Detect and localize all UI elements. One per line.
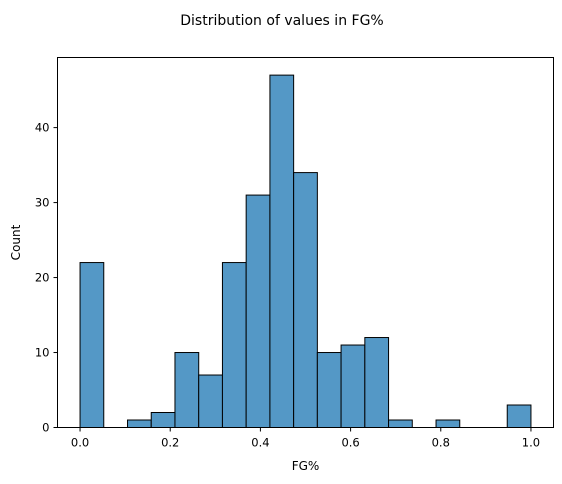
histogram-bar-2 xyxy=(127,419,152,428)
histogram-bar-13 xyxy=(388,419,413,428)
x-tick-label-1: 0.2 xyxy=(161,436,179,450)
x-tick-label-5: 1.0 xyxy=(522,436,540,450)
histogram-bar-15 xyxy=(435,419,461,428)
x-axis-ticks: 0.0 0.2 0.4 0.6 0.8 1.0 xyxy=(71,427,540,450)
histogram-bar-7 xyxy=(245,194,271,428)
x-tick-label-0: 0.0 xyxy=(71,436,89,450)
histogram-bar-5 xyxy=(198,374,223,428)
y-tick-label-4: 40 xyxy=(35,121,50,135)
histogram-bar-4 xyxy=(174,352,200,428)
y-tick-label-0: 0 xyxy=(42,421,49,435)
y-tick-label-2: 20 xyxy=(35,271,50,285)
histogram-bar-6 xyxy=(221,262,247,428)
y-tick-label-3: 30 xyxy=(35,196,50,210)
histogram-bar-12 xyxy=(364,337,390,428)
histogram-bar-9 xyxy=(293,172,318,428)
histogram-bar-3 xyxy=(150,412,176,428)
y-axis-ticks: 0 10 20 30 40 xyxy=(35,121,58,435)
histogram-bar-18 xyxy=(506,404,532,428)
chart-title: Distribution of values in FG% xyxy=(180,13,383,29)
x-axis-label: FG% xyxy=(292,459,320,473)
bars-group xyxy=(79,74,532,428)
histogram-bar-10 xyxy=(316,352,342,428)
x-tick-label-3: 0.6 xyxy=(341,436,359,450)
histogram-bar-0 xyxy=(79,262,105,428)
x-tick-label-2: 0.4 xyxy=(251,436,269,450)
x-tick-label-4: 0.8 xyxy=(432,436,450,450)
histogram-bar-11 xyxy=(340,344,366,428)
plot-frame xyxy=(57,57,554,428)
y-tick-label-1: 10 xyxy=(35,346,50,360)
y-axis-label: Count xyxy=(9,224,23,260)
histogram-bar-8 xyxy=(269,74,295,428)
